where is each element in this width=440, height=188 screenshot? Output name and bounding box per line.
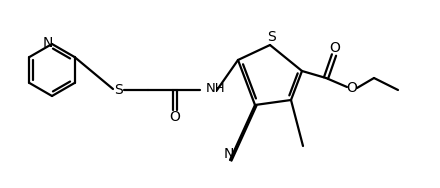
Text: O: O <box>330 41 341 55</box>
Text: O: O <box>169 110 180 124</box>
Text: O: O <box>347 81 357 95</box>
Text: N: N <box>224 147 234 161</box>
Text: NH: NH <box>206 83 226 96</box>
Text: S: S <box>268 30 276 44</box>
Text: N: N <box>43 36 53 50</box>
Text: S: S <box>114 83 122 97</box>
